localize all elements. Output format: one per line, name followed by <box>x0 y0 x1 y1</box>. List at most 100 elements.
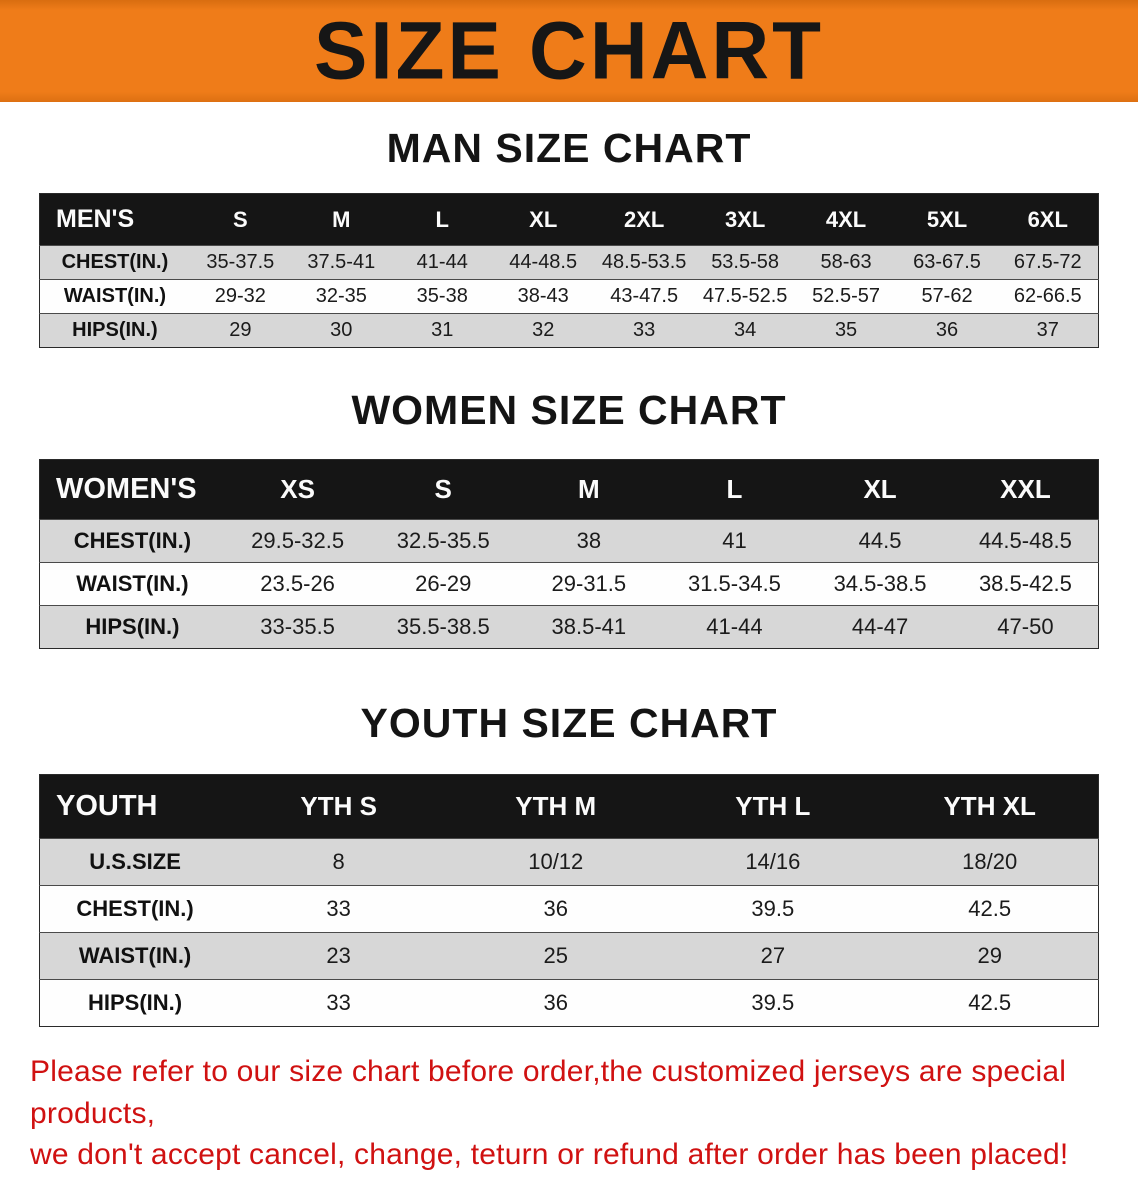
youth-row-hips-in: HIPS(IN.) 33 36 39.5 42.5 <box>39 979 1099 1027</box>
size-value: 44-47 <box>807 605 953 649</box>
size-value: 44.5-48.5 <box>952 519 1099 563</box>
men-size-col-l: L <box>391 193 493 246</box>
men-size-chart-heading: MAN SIZE CHART <box>386 125 752 171</box>
youth-size-table: YOUTH YTH S YTH M YTH L YTH XL U.S.SIZE 8 10/12… <box>39 774 1099 1028</box>
men-size-col-6xl: 6XL <box>997 193 1099 246</box>
size-value: 43-47.5 <box>593 279 695 314</box>
size-value: 41-44 <box>661 605 808 649</box>
size-value: 18/20 <box>881 838 1099 886</box>
men-header-row: MEN'S S M L XL 2XL 3XL 4XL 5XL 6XL <box>39 193 1099 246</box>
men-size-col-5xl: 5XL <box>896 193 998 246</box>
size-value: 29-32 <box>189 279 291 314</box>
women-table-title: WOMEN'S <box>39 459 225 520</box>
youth-size-col-yth-l: YTH L <box>664 774 882 839</box>
size-value: 33 <box>230 885 448 933</box>
youth-size-chart-heading: YOUTH SIZE CHART <box>360 700 778 747</box>
youth-row-chest-in: CHEST(IN.) 33 36 39.5 42.5 <box>39 885 1099 933</box>
size-value: 30 <box>290 313 392 348</box>
size-value: 31 <box>391 313 493 348</box>
size-value: 44-48.5 <box>492 245 594 280</box>
row-label: WAIST(IN.) <box>39 562 225 606</box>
size-value: 34 <box>694 313 796 348</box>
women-row-chest-in: CHEST(IN.) 29.5-32.5 32.5-35.5 38 41 44.5 44.5… <box>39 519 1099 563</box>
size-value: 48.5-53.5 <box>593 245 695 280</box>
men-size-col-2xl: 2XL <box>593 193 695 246</box>
size-value: 62-66.5 <box>997 279 1099 314</box>
row-label: WAIST(IN.) <box>39 932 231 980</box>
size-value: 47-50 <box>952 605 1099 649</box>
youth-size-col-yth-s: YTH S <box>230 774 448 839</box>
size-value: 38 <box>516 519 662 563</box>
youth-table-title: YOUTH <box>39 774 231 839</box>
size-value: 10/12 <box>447 838 665 886</box>
size-value: 35-37.5 <box>189 245 291 280</box>
men-size-col-3xl: 3XL <box>694 193 796 246</box>
size-value: 41 <box>661 519 808 563</box>
women-size-col-m: M <box>516 459 662 520</box>
men-row-waist-in: WAIST(IN.) 29-32 32-35 35-38 38-43 43-47.5 47.… <box>39 279 1099 314</box>
size-value: 34.5-38.5 <box>807 562 953 606</box>
row-label: CHEST(IN.) <box>39 519 225 563</box>
size-value: 32 <box>492 313 594 348</box>
row-label: CHEST(IN.) <box>39 885 231 933</box>
disclaimer-line-1: Please refer to our size chart before or… <box>30 1055 1067 1130</box>
size-value: 37 <box>997 313 1099 348</box>
row-label: WAIST(IN.) <box>39 279 190 314</box>
men-size-col-xl: XL <box>492 193 594 246</box>
size-value: 23.5-26 <box>224 562 371 606</box>
row-label: HIPS(IN.) <box>39 313 190 348</box>
women-row-hips-in: HIPS(IN.) 33-35.5 35.5-38.5 38.5-41 41-44 44-… <box>39 605 1099 649</box>
section-youth: YOUTH SIZE CHART YOUTH YTH S YTH M YTH L YTH … <box>0 700 1138 1028</box>
youth-size-col-yth-m: YTH M <box>447 774 665 839</box>
size-value: 32-35 <box>290 279 392 314</box>
size-value: 42.5 <box>881 979 1099 1027</box>
men-size-table: MEN'S S M L XL 2XL 3XL 4XL 5XL 6XL CHEST(IN.) 35-37… <box>39 193 1099 349</box>
size-value: 32.5-35.5 <box>370 519 517 563</box>
row-label: U.S.SIZE <box>39 838 231 886</box>
women-size-col-xs: XS <box>224 459 371 520</box>
size-value: 47.5-52.5 <box>694 279 796 314</box>
women-size-col-xl: XL <box>807 459 953 520</box>
size-value: 29.5-32.5 <box>224 519 371 563</box>
size-value: 29-31.5 <box>516 562 662 606</box>
row-label: HIPS(IN.) <box>39 605 225 649</box>
size-value: 38.5-41 <box>516 605 662 649</box>
banner-title: SIZE CHART <box>314 5 824 96</box>
size-value: 53.5-58 <box>694 245 796 280</box>
size-value: 29 <box>881 932 1099 980</box>
section-women: WOMEN SIZE CHART WOMEN'S XS S M L XL XXL CHEST(I… <box>0 387 1138 650</box>
size-value: 35 <box>795 313 897 348</box>
men-table-title: MEN'S <box>39 193 190 246</box>
size-value: 52.5-57 <box>795 279 897 314</box>
size-value: 63-67.5 <box>896 245 998 280</box>
size-value: 39.5 <box>664 885 882 933</box>
women-size-col-s: S <box>370 459 517 520</box>
women-size-col-l: L <box>661 459 808 520</box>
size-value: 26-29 <box>370 562 517 606</box>
size-value: 36 <box>447 885 665 933</box>
row-label: HIPS(IN.) <box>39 979 231 1027</box>
size-value: 44.5 <box>807 519 953 563</box>
youth-row-waist-in: WAIST(IN.) 23 25 27 29 <box>39 932 1099 980</box>
disclaimer-line-2: we don't accept cancel, change, teturn o… <box>30 1138 1069 1172</box>
size-value: 33 <box>593 313 695 348</box>
size-value: 38.5-42.5 <box>952 562 1099 606</box>
women-size-col-xxl: XXL <box>952 459 1099 520</box>
women-size-table: WOMEN'S XS S M L XL XXL CHEST(IN.) 29.5-32.5 32.5… <box>39 459 1099 650</box>
size-value: 41-44 <box>391 245 493 280</box>
section-men: MAN SIZE CHART MEN'S S M L XL 2XL 3XL 4XL 5XL 6XL C… <box>0 125 1138 349</box>
size-value: 35.5-38.5 <box>370 605 517 649</box>
men-size-col-4xl: 4XL <box>795 193 897 246</box>
size-value: 67.5-72 <box>997 245 1099 280</box>
size-value: 35-38 <box>391 279 493 314</box>
size-value: 33 <box>230 979 448 1027</box>
size-value: 33-35.5 <box>224 605 371 649</box>
size-value: 29 <box>189 313 291 348</box>
size-value: 27 <box>664 932 882 980</box>
youth-header-row: YOUTH YTH S YTH M YTH L YTH XL <box>39 774 1099 839</box>
youth-row-u-s-size: U.S.SIZE 8 10/12 14/16 18/20 <box>39 838 1099 886</box>
men-size-col-s: S <box>189 193 291 246</box>
size-chart-banner: SIZE CHART <box>0 0 1138 102</box>
men-size-col-m: M <box>290 193 392 246</box>
size-value: 36 <box>896 313 998 348</box>
